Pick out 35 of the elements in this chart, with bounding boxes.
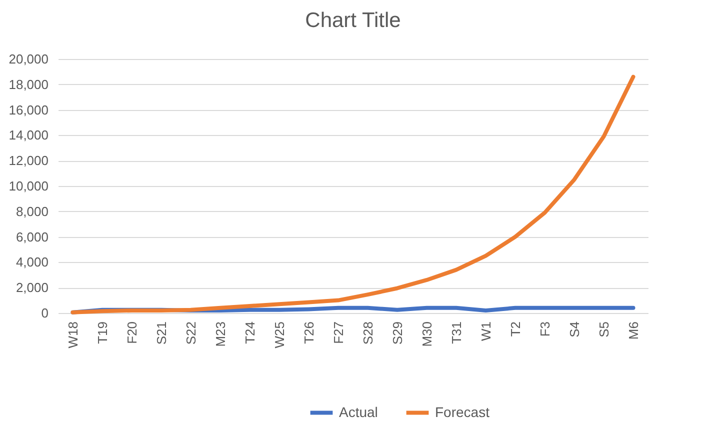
legend-label: Forecast [435,404,490,420]
y-tick-label: 16,000 [8,102,48,118]
x-tick-label: T24 [242,322,258,344]
y-tick-label: 20,000 [8,52,48,66]
y-tick-label: 4,000 [16,254,48,270]
y-tick-label: 18,000 [8,76,48,92]
y-tick-label: 0 [41,306,48,320]
x-tick-label: T2 [508,322,523,337]
x-tick-label: F3 [537,322,552,337]
chart-title: Chart Title [305,9,401,32]
y-tick-label: 10,000 [8,178,48,194]
x-tick-label: T31 [448,322,464,344]
x-tick-label: S22 [183,322,198,345]
x-tick-label: M30 [419,322,434,347]
x-tick-label: W18 [65,322,80,348]
y-tick-label: 8,000 [16,204,48,219]
x-tick-label: T19 [94,322,110,344]
line-series [70,74,636,314]
y-tick-label: 2,000 [16,280,48,296]
y-tick-label: 12,000 [8,153,48,168]
legend-label: Actual [339,404,378,420]
x-tick-label: W25 [272,322,287,348]
x-tick-label: M6 [626,322,641,340]
x-tick-label: S4 [566,322,582,338]
x-tick-label: S5 [596,322,612,338]
y-tick-label: 14,000 [8,128,48,143]
x-tick-label: T26 [301,322,316,344]
x-tick-label: F20 [124,322,140,344]
x-tick-label: S21 [154,322,169,345]
x-tick-label: M23 [212,322,228,347]
x-tick-label: W1 [478,322,494,341]
x-tick-label: S28 [360,322,376,345]
x-tick-label: S29 [390,322,405,345]
y-tick-label: 6,000 [16,229,48,244]
x-tick-label: F27 [330,322,346,344]
